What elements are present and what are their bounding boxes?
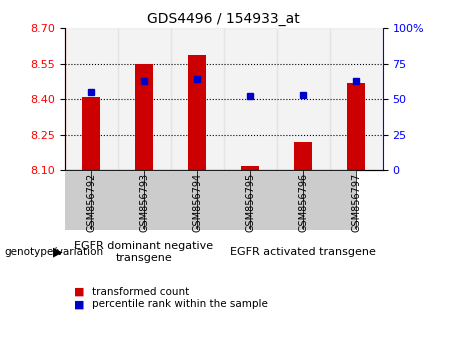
Text: ■: ■ [74, 287, 84, 297]
Text: EGFR activated transgene: EGFR activated transgene [230, 247, 376, 257]
Text: transformed count: transformed count [92, 287, 189, 297]
Text: GSM856796: GSM856796 [298, 173, 308, 232]
FancyBboxPatch shape [197, 170, 250, 230]
Title: GDS4496 / 154933_at: GDS4496 / 154933_at [147, 12, 300, 26]
Text: GSM856795: GSM856795 [245, 173, 255, 232]
Text: ▶: ▶ [53, 246, 62, 259]
Bar [135, 64, 154, 170]
Bar [277, 28, 330, 170]
Text: genotype/variation: genotype/variation [5, 247, 104, 257]
Bar [118, 28, 171, 170]
Text: ■: ■ [74, 299, 84, 309]
Text: GSM856792: GSM856792 [86, 173, 96, 232]
Bar [65, 28, 118, 170]
Text: EGFR dominant negative
transgene: EGFR dominant negative transgene [75, 241, 213, 263]
Bar [330, 28, 383, 170]
FancyBboxPatch shape [250, 170, 303, 230]
Bar [294, 142, 313, 170]
Text: GSM856794: GSM856794 [192, 173, 202, 232]
FancyBboxPatch shape [303, 170, 356, 230]
Bar [224, 28, 277, 170]
FancyBboxPatch shape [38, 170, 91, 230]
Text: percentile rank within the sample: percentile rank within the sample [92, 299, 268, 309]
Text: GSM856797: GSM856797 [351, 173, 361, 232]
Text: GSM856793: GSM856793 [139, 173, 149, 232]
Bar [188, 56, 207, 170]
FancyBboxPatch shape [91, 170, 144, 230]
Bar [82, 97, 100, 170]
Bar [241, 166, 260, 170]
Bar [347, 82, 366, 170]
FancyBboxPatch shape [144, 170, 197, 230]
Bar [171, 28, 224, 170]
